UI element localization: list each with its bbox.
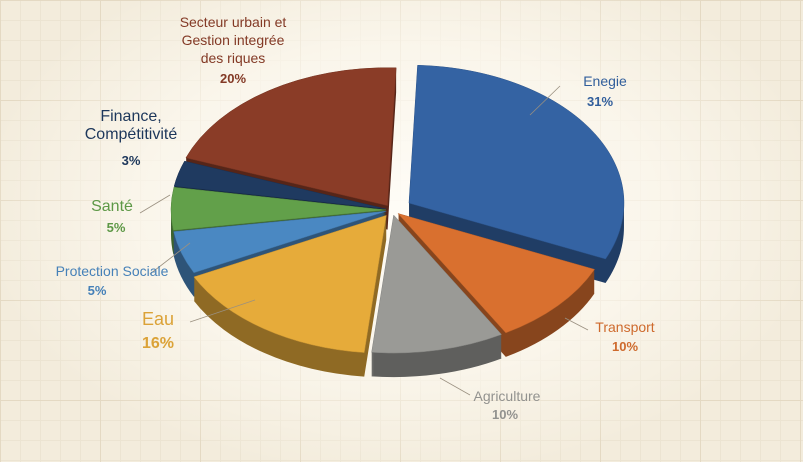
leader-line — [149, 242, 191, 275]
slice — [397, 212, 595, 334]
slice-value: 31% — [586, 94, 614, 109]
slice — [371, 214, 502, 354]
slice-value: 10% — [491, 407, 519, 422]
slice-value: 16% — [141, 335, 175, 352]
slice-label: Agriculture — [473, 388, 541, 404]
slice-label: Santé — [91, 198, 133, 215]
slice-label: Finance, Compétitivité — [84, 108, 178, 143]
slice-value: 10% — [611, 339, 639, 354]
leader-line — [564, 317, 589, 331]
slice — [408, 64, 625, 260]
leader-line — [439, 377, 471, 396]
slice — [173, 160, 387, 210]
slice-value: 5% — [106, 220, 126, 235]
slice — [193, 214, 387, 353]
slice-label: Secteur urbain et Gestion integrée des r… — [179, 14, 287, 66]
leader-line — [189, 299, 256, 323]
slice-label: Transport — [595, 319, 655, 335]
slice-label: Eau — [141, 309, 175, 329]
slice — [173, 210, 387, 274]
slice-value: 5% — [87, 283, 107, 298]
slice-label: Protection Sociale — [55, 263, 169, 279]
slice — [185, 67, 397, 206]
slice-value: 20% — [219, 71, 247, 86]
leader-line — [529, 85, 561, 116]
leader-line — [139, 194, 171, 214]
slice-label: Enegie — [583, 73, 627, 89]
slice-value: 3% — [121, 153, 141, 168]
slice — [170, 186, 387, 231]
